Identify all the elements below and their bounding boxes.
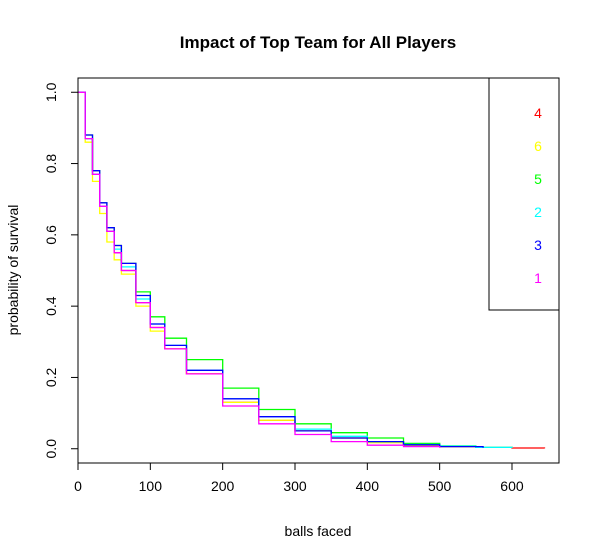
series-line-3 xyxy=(78,91,484,448)
legend-item-2: 2 xyxy=(534,204,542,220)
series-line-5 xyxy=(78,91,477,448)
series-line-1 xyxy=(78,91,441,448)
y-tick-label: 0.4 xyxy=(43,296,59,316)
y-tick-label: 0.0 xyxy=(43,439,59,459)
x-tick-label: 400 xyxy=(356,478,380,494)
x-tick-label: 200 xyxy=(211,478,235,494)
x-tick-label: 600 xyxy=(500,478,524,494)
y-tick-label: 1.0 xyxy=(43,82,59,102)
y-tick-label: 0.6 xyxy=(43,225,59,245)
series-layer xyxy=(78,91,546,449)
plot-frame xyxy=(77,77,560,464)
y-tick-label: 0.2 xyxy=(43,368,59,388)
x-tick-label: 100 xyxy=(139,478,163,494)
series-line-6 xyxy=(78,91,513,448)
x-tick-label: 300 xyxy=(283,478,307,494)
legend-item-6: 6 xyxy=(534,138,542,154)
series-line-4 xyxy=(78,91,546,449)
series-line-2 xyxy=(78,91,513,448)
legend: 4 6 5 2 3 1 xyxy=(488,77,560,311)
y-tick-label: 0.8 xyxy=(43,154,59,174)
legend-item-4: 4 xyxy=(534,105,542,121)
y-axis-label: probability of survival xyxy=(5,205,21,336)
legend-item-5: 5 xyxy=(534,171,542,187)
y-axis: 0.0 0.2 0.4 0.6 0.8 1.0 xyxy=(43,82,79,459)
legend-item-3: 3 xyxy=(534,237,542,253)
x-tick-label: 0 xyxy=(74,478,82,494)
legend-box xyxy=(488,77,560,311)
x-tick-label: 500 xyxy=(428,478,452,494)
legend-item-1: 1 xyxy=(534,270,542,286)
chart-title: Impact of Top Team for All Players xyxy=(180,33,456,52)
x-axis-label: balls faced xyxy=(285,523,352,539)
x-axis: 0 100 200 300 400 500 600 xyxy=(74,462,524,494)
